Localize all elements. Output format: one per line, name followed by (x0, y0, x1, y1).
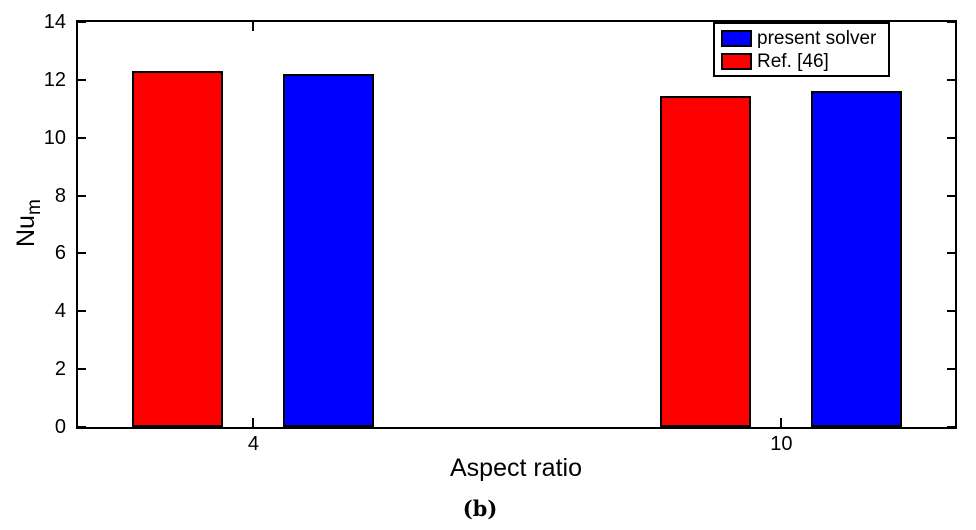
legend: present solver Ref. [46] (713, 22, 890, 77)
bar-ref-46-x4 (132, 71, 224, 427)
bar-present-solver-x10 (811, 91, 903, 427)
y-tick-label: 10 (43, 126, 66, 149)
y-tick-right (947, 194, 955, 197)
y-tick-left (78, 136, 86, 139)
x-tick-top (252, 22, 255, 31)
y-tick-left (78, 368, 86, 371)
x-tick-bottom (252, 418, 255, 427)
y-tick-right (947, 310, 955, 313)
y-tick-left (78, 310, 86, 313)
legend-label-ref-46: Ref. [46] (757, 50, 829, 72)
x-tick-label: 4 (247, 433, 259, 455)
legend-item-ref-46: Ref. [46] (715, 50, 888, 73)
y-tick-label: 0 (54, 416, 66, 438)
y-tick-label: 4 (54, 300, 66, 323)
y-tick-left (78, 194, 86, 197)
y-tick-right (947, 78, 955, 81)
legend-swatch-blue (721, 30, 752, 47)
bar-present-solver-x4 (283, 74, 375, 427)
y-tick-right (947, 368, 955, 371)
y-tick-label: 12 (43, 68, 66, 91)
legend-item-present-solver: present solver (715, 27, 888, 50)
x-tick-label: 10 (770, 433, 793, 455)
y-tick-right (947, 21, 955, 23)
y-tick-label: 14 (43, 11, 66, 33)
y-tick-left (78, 426, 86, 428)
x-axis-label: Aspect ratio (449, 454, 582, 482)
bar-ref-46-x10 (660, 95, 752, 427)
y-tick-right (947, 426, 955, 428)
y-tick-left (78, 78, 86, 81)
x-tick-bottom (780, 418, 783, 427)
y-axis-label-main: Nu (12, 215, 40, 247)
y-tick-right (947, 252, 955, 255)
y-tick-label: 8 (54, 184, 66, 207)
y-tick-label: 2 (54, 358, 66, 381)
plot-area (76, 20, 957, 429)
y-tick-left (78, 252, 86, 255)
y-tick-left (78, 21, 86, 23)
legend-label-present-solver: present solver (757, 27, 877, 49)
y-tick-right (947, 136, 955, 139)
y-tick-label: 6 (54, 242, 66, 265)
figure-caption: (b) (462, 496, 498, 521)
legend-swatch-red (721, 53, 752, 70)
y-axis-label: Num (12, 199, 46, 247)
